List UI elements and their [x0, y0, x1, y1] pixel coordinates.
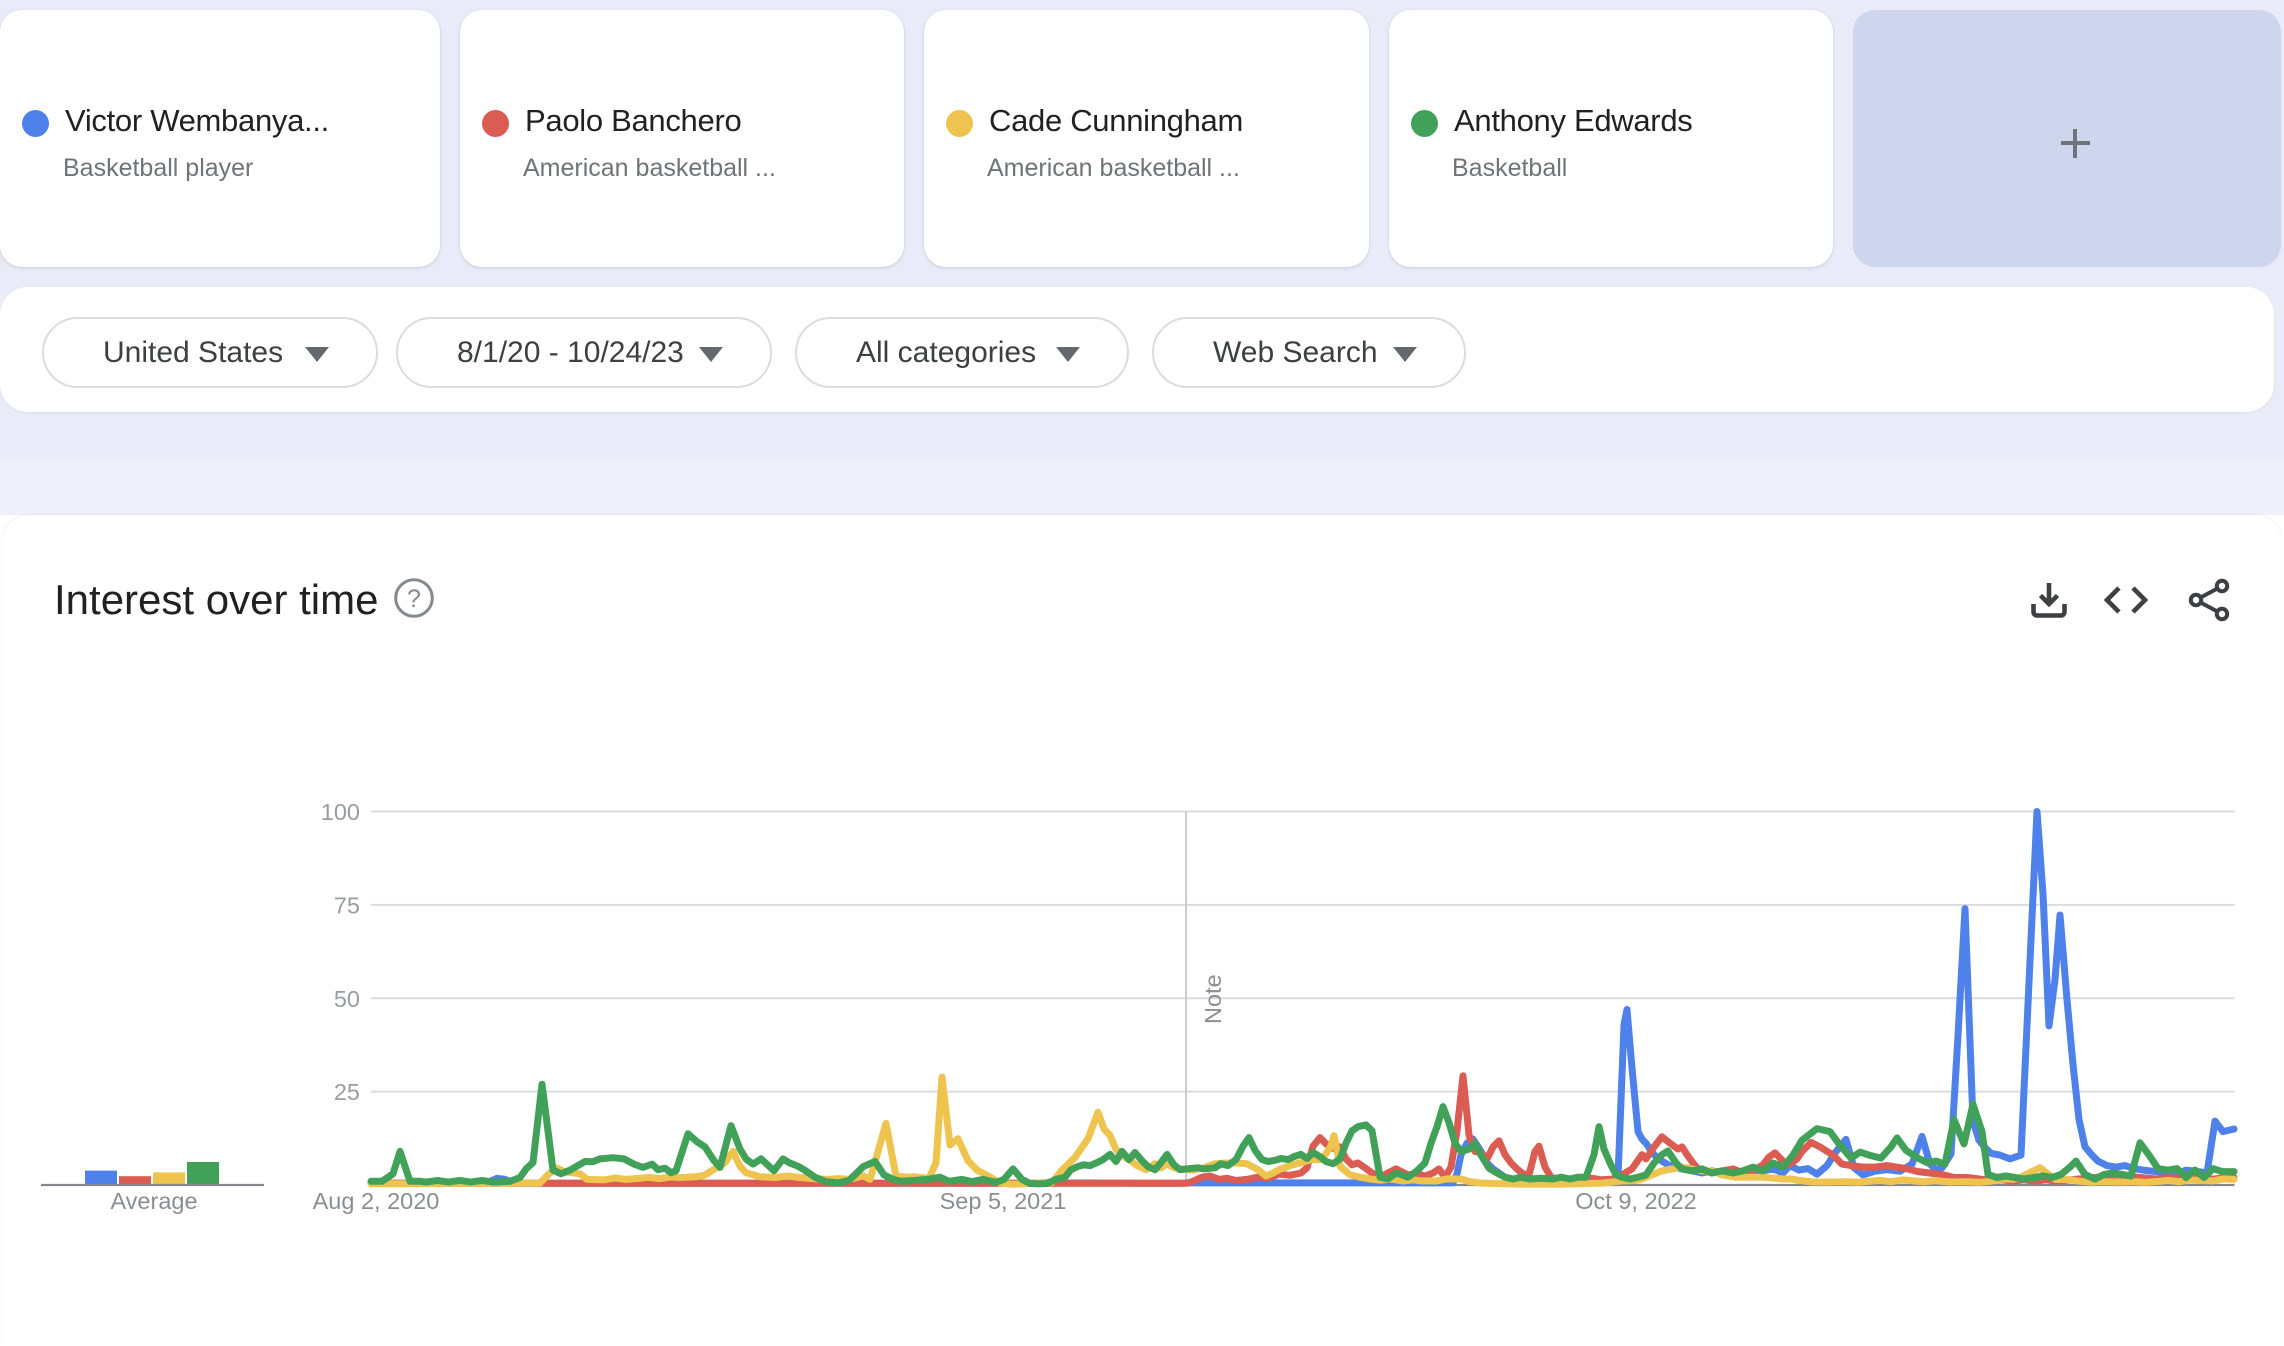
svg-text:Note: Note — [1200, 974, 1226, 1024]
svg-text:25: 25 — [334, 1079, 360, 1105]
svg-text:50: 50 — [334, 986, 360, 1012]
svg-text:?: ? — [407, 585, 421, 613]
svg-text:Sep 5, 2021: Sep 5, 2021 — [940, 1188, 1067, 1214]
svg-text:Average: Average — [110, 1188, 197, 1214]
svg-text:100: 100 — [321, 799, 360, 825]
svg-text:Oct 9, 2022: Oct 9, 2022 — [1575, 1188, 1697, 1214]
svg-text:75: 75 — [334, 892, 360, 918]
svg-text:Aug 2, 2020: Aug 2, 2020 — [313, 1188, 440, 1214]
